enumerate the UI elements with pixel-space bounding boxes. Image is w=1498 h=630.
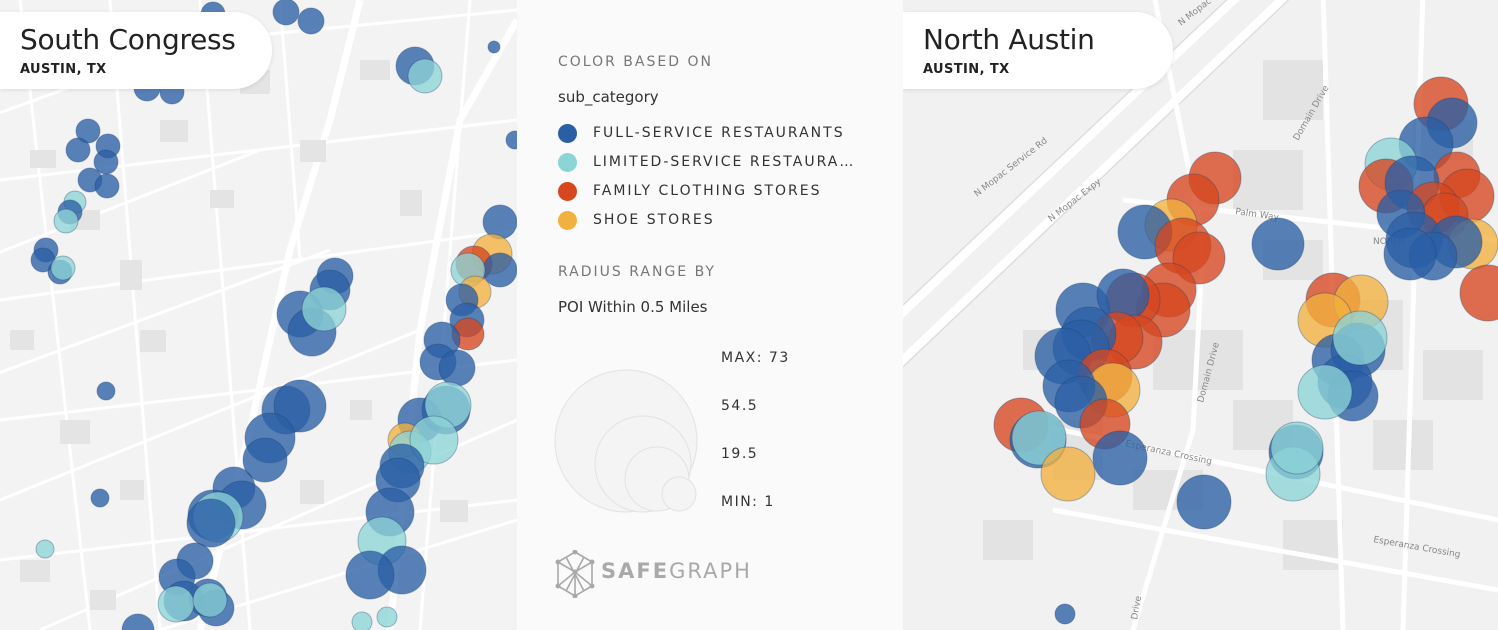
swatch-circle-icon <box>558 210 577 230</box>
poi-marker[interactable] <box>1251 217 1305 271</box>
color-heading: COLOR BASED ON <box>558 54 713 70</box>
poi-marker[interactable] <box>121 613 155 630</box>
poi-marker[interactable] <box>1270 421 1324 475</box>
poi-marker[interactable] <box>50 255 76 281</box>
map-title-right: North Austin <box>923 23 1095 56</box>
poi-marker[interactable] <box>157 585 195 623</box>
legend-label: LIMITED-SERVICE RESTAURANTS <box>593 154 865 170</box>
poi-marker[interactable] <box>482 252 517 288</box>
legend-label: FAMILY CLOTHING STORES <box>593 183 822 199</box>
poi-marker[interactable] <box>94 173 120 199</box>
radius-heading: RADIUS RANGE BY <box>558 264 716 280</box>
poi-marker[interactable] <box>409 415 459 465</box>
radius-label-195: 19.5 <box>721 446 759 462</box>
map-north-austin[interactable]: N Mopac Service Rd N Mopac Expy N Mopac … <box>903 0 1498 630</box>
poi-marker[interactable] <box>376 606 398 628</box>
poi-marker[interactable] <box>487 40 501 54</box>
poi-marker[interactable] <box>90 488 110 508</box>
map-title-card-right: North Austin AUSTIN, TX <box>903 12 1173 89</box>
safegraph-brand: SAFEGRAPH <box>555 549 755 600</box>
mopac-edges <box>903 0 1290 368</box>
radius-field: POI Within 0.5 Miles <box>558 298 708 316</box>
poi-marker[interactable] <box>96 381 116 401</box>
radius-label-max: MAX: 73 <box>721 350 790 366</box>
swatch-circle-icon <box>558 123 577 143</box>
radius-scale-graphic <box>554 369 698 513</box>
poi-marker[interactable] <box>192 582 228 618</box>
legend-label: FULL-SERVICE RESTAURANTS <box>593 125 845 141</box>
poi-marker[interactable] <box>1176 474 1232 530</box>
poi-marker[interactable] <box>65 137 91 163</box>
map-canvas-left[interactable] <box>0 0 517 630</box>
color-field: sub_category <box>558 88 659 106</box>
radius-label-545: 54.5 <box>721 398 759 414</box>
map-canvas-right[interactable]: N Mopac Service Rd N Mopac Expy N Mopac … <box>903 0 1498 630</box>
legend-label: SHOE STORES <box>593 212 715 228</box>
legend-item-family-clothing[interactable]: FAMILY CLOTHING STORES <box>558 181 865 201</box>
map-title-card-left: South Congress AUSTIN, TX <box>0 12 272 89</box>
poi-marker[interactable] <box>75 118 101 144</box>
poi-marker[interactable] <box>273 379 327 433</box>
poi-marker[interactable] <box>345 550 395 600</box>
poi-marker[interactable] <box>1092 430 1148 486</box>
poi-marker[interactable] <box>35 539 55 559</box>
poi-marker[interactable] <box>1040 446 1096 502</box>
map-subtitle-right: AUSTIN, TX <box>923 62 1010 77</box>
poi-marker[interactable] <box>272 0 300 26</box>
safegraph-logo-icon <box>555 549 595 599</box>
poi-marker[interactable] <box>93 149 119 175</box>
radius-circle-min <box>661 476 697 512</box>
poi-marker[interactable] <box>242 437 288 483</box>
legend-item-shoe-stores[interactable]: SHOE STORES <box>558 210 865 230</box>
map-title-left: South Congress <box>20 23 236 56</box>
poi-marker[interactable] <box>438 349 476 387</box>
mopac-expressway <box>903 0 1290 368</box>
poi-marker[interactable] <box>1011 410 1067 466</box>
poi-markers-right[interactable] <box>993 76 1498 625</box>
legend-item-limited-service[interactable]: LIMITED-SERVICE RESTAURANTS <box>558 152 865 172</box>
poi-marker[interactable] <box>1297 364 1353 420</box>
poi-marker[interactable] <box>186 498 236 548</box>
swatch-circle-icon <box>558 152 577 172</box>
poi-marker[interactable] <box>407 58 443 94</box>
poi-marker[interactable] <box>1383 227 1437 281</box>
poi-marker[interactable] <box>351 611 373 630</box>
poi-marker[interactable] <box>297 7 325 35</box>
poi-marker[interactable] <box>505 130 517 150</box>
legend-panel: COLOR BASED ON sub_category FULL-SERVICE… <box>517 0 903 630</box>
poi-marker[interactable] <box>1054 603 1076 625</box>
poi-marker[interactable] <box>1459 264 1498 322</box>
swatch-circle-icon <box>558 181 577 201</box>
poi-marker[interactable] <box>53 208 79 234</box>
poi-marker[interactable] <box>301 286 347 332</box>
poi-marker[interactable] <box>1332 310 1388 366</box>
buildings-left <box>10 60 468 610</box>
legend-item-full-service[interactable]: FULL-SERVICE RESTAURANTS <box>558 123 865 143</box>
safegraph-wordmark: SAFEGRAPH <box>601 559 752 583</box>
map-south-congress[interactable]: South Congress AUSTIN, TX <box>0 0 517 630</box>
poi-markers-left[interactable] <box>30 0 517 630</box>
street-label: Drive <box>1130 595 1144 621</box>
map-subtitle-left: AUSTIN, TX <box>20 62 107 77</box>
radius-label-min: MIN: 1 <box>721 494 775 510</box>
